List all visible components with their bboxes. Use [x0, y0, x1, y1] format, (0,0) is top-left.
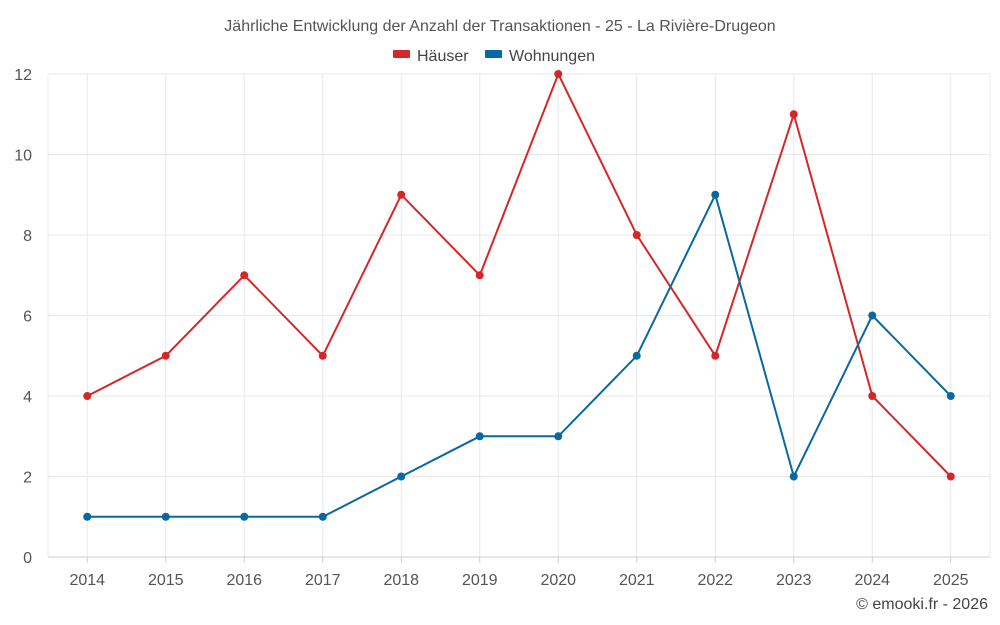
x-tick-label: 2020: [540, 572, 576, 589]
data-point-wohnungen[interactable]: [83, 512, 92, 521]
x-tick-label: 2018: [383, 572, 419, 589]
series-hauser: [83, 70, 955, 481]
data-point-wohnungen[interactable]: [475, 432, 484, 441]
data-point-wohnungen[interactable]: [711, 190, 720, 199]
data-point-hauser[interactable]: [632, 231, 641, 239]
series-line-wohnungen: [87, 191, 952, 518]
chart-title: Jährliche Entwicklung der Anzahl der Tra…: [224, 18, 775, 35]
x-tick-label: 2023: [776, 572, 812, 589]
data-point-wohnungen[interactable]: [240, 512, 249, 521]
x-tick-label: 2019: [462, 572, 498, 589]
x-tick-label: 2016: [226, 572, 262, 589]
series-wohnungen: [83, 190, 955, 521]
y-tick-label: 10: [14, 148, 32, 165]
data-point-hauser[interactable]: [397, 190, 406, 199]
y-tick-label: 8: [23, 228, 32, 245]
x-tick-label: 2021: [619, 572, 655, 589]
y-tick-label: 6: [23, 309, 32, 326]
series-line-hauser: [86, 71, 952, 478]
data-point-hauser[interactable]: [946, 472, 955, 481]
data-point-hauser[interactable]: [475, 271, 484, 280]
data-point-hauser[interactable]: [554, 70, 563, 78]
data-point-hauser[interactable]: [711, 351, 720, 360]
data-point-hauser[interactable]: [240, 271, 249, 280]
data-point-hauser[interactable]: [83, 392, 92, 400]
x-tick-label: 2025: [933, 572, 969, 589]
legend: Häuser Wohnungen: [393, 48, 595, 65]
x-tick-label: 2017: [305, 572, 341, 589]
data-point-wohnungen[interactable]: [161, 512, 170, 521]
data-point-wohnungen[interactable]: [554, 432, 563, 441]
x-tick-label: 2024: [854, 572, 890, 589]
x-axis-ticks: 2014 2015 2016 2017 2018 2019 2020 2021 2022 2023…: [69, 557, 969, 589]
legend-swatch-hauser: [393, 50, 410, 58]
x-tick-label: 2014: [69, 572, 105, 589]
data-point-hauser[interactable]: [789, 110, 798, 119]
data-point-wohnungen[interactable]: [946, 392, 955, 400]
data-point-wohnungen[interactable]: [632, 351, 641, 360]
data-point-wohnungen[interactable]: [789, 472, 798, 481]
legend-label-wohnungen[interactable]: Wohnungen: [509, 48, 595, 65]
y-tick-label: 0: [23, 550, 32, 567]
legend-label-hauser[interactable]: Häuser: [417, 48, 469, 65]
x-tick-label: 2022: [697, 572, 733, 589]
y-tick-label: 12: [14, 67, 32, 84]
x-tick-label: 2015: [148, 572, 184, 589]
data-point-hauser[interactable]: [161, 351, 170, 360]
data-point-wohnungen[interactable]: [318, 512, 327, 521]
y-tick-label: 4: [23, 389, 32, 406]
data-point-hauser[interactable]: [868, 392, 877, 400]
y-axis-ticks: 0 2 4 6 8 10 12: [14, 67, 32, 567]
data-point-wohnungen[interactable]: [868, 311, 877, 320]
data-point-wohnungen[interactable]: [397, 472, 406, 481]
legend-swatch-wohnungen: [485, 50, 502, 58]
series-layer: [83, 70, 955, 521]
y-tick-label: 2: [23, 470, 32, 487]
credit-text: © emooki.fr - 2026: [856, 596, 988, 613]
y-gridlines: [48, 73, 990, 477]
data-point-hauser[interactable]: [318, 351, 327, 360]
